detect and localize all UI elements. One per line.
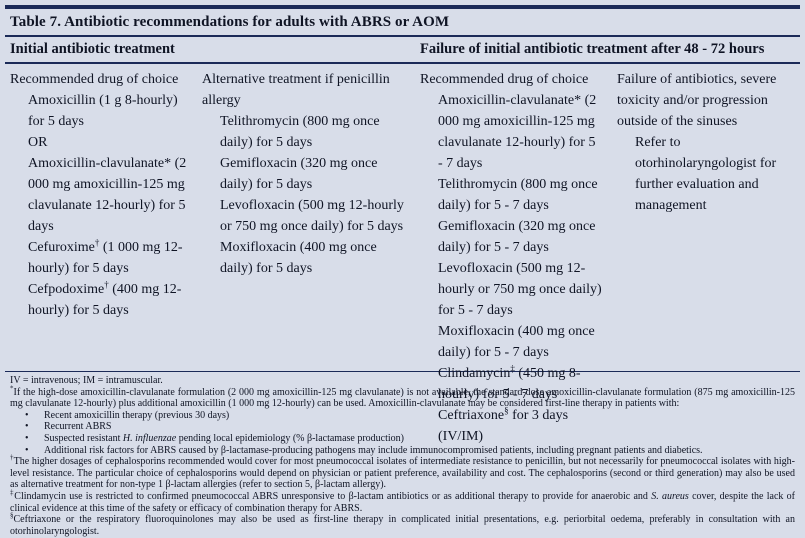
drug-item: Ceftriaxone§ for 3 days (IV/IM)	[438, 405, 569, 444]
drug-item: Moxifloxacin (400 mg once daily) for 5 d…	[220, 240, 377, 276]
footnote-bullet: • Additional risk factors for ABRS caused…	[25, 444, 703, 456]
title-divider	[5, 35, 800, 37]
drug-item: Gemifloxacin (320 mg once daily) for 5 d…	[220, 156, 378, 192]
column-header: Recommended drug of choice	[10, 72, 179, 87]
footnote-marker: *	[10, 384, 14, 393]
footnote-marker: §	[10, 511, 14, 520]
drug-item: OR	[28, 135, 48, 150]
footnote: *If the high-dose amoxicillin-clavulanat…	[10, 384, 795, 410]
table-top-border	[5, 5, 800, 9]
column-items: Refer to otorhinolaryngologist for furth…	[617, 132, 796, 216]
footnote: ‡Clindamycin use is restricted to confir…	[10, 488, 795, 514]
column-initial-recommended: Recommended drug of choice Amoxicillin (…	[5, 69, 197, 371]
section-header-initial-treatment: Initial antibiotic treatment	[10, 41, 175, 57]
drug-item: Levofloxacin (500 mg 12-hourly or 750 mg…	[220, 198, 404, 234]
footnote: §Ceftriaxone or the respiratory fluoroqu…	[10, 511, 795, 537]
drug-item: Cefuroxime† (1 000 mg 12-hourly) for 5 d…	[28, 237, 183, 276]
drug-item: Levofloxacin (500 mg 12-hourly or 750 mg…	[438, 261, 602, 318]
bullet-icon: •	[25, 444, 29, 456]
bullet-icon: •	[25, 432, 29, 444]
column-items: Amoxicillin (1 g 8-hourly) for 5 days OR A…	[10, 90, 187, 321]
footnotes: IV = intravenous; IM = intramuscular. *If…	[5, 372, 800, 537]
drug-item: Gemifloxacin (320 mg once daily) for 5 -…	[438, 219, 596, 255]
column-header: Recommended drug of choice	[420, 72, 589, 87]
column-items: Telithromycin (800 mg once daily) for 5 …	[202, 111, 405, 279]
footnote: IV = intravenous; IM = intramuscular.	[10, 375, 163, 386]
bullet-icon: •	[25, 421, 29, 433]
footnote-bullet: • Recent amoxicillin therapy (previous 30…	[25, 409, 230, 421]
drug-item: Moxifloxacin (400 mg once daily) for 5 -…	[438, 324, 595, 360]
footnote: †The higher dosages of cephalosporins re…	[10, 453, 795, 491]
table-title: Table 7. Antibiotic recommendations for …	[10, 14, 450, 30]
section-header-row: Initial antibiotic treatment Failure of …	[5, 37, 800, 62]
drug-item: Amoxicillin-clavulanate* (2 000 mg amoxi…	[438, 93, 597, 171]
footnote-bullet: • Recurrent ABRS	[25, 421, 112, 433]
drug-item: Telithromycin (800 mg once daily) for 5 …	[438, 177, 598, 213]
column-failure-antibiotics: Failure of antibiotics, severe toxicity …	[612, 69, 800, 371]
section-header-failure-treatment: Failure of initial antibiotic treatment …	[420, 41, 765, 57]
footnote-divider	[5, 371, 800, 372]
drug-item: Cefpodoxime† (400 mg 12-hourly) for 5 da…	[28, 279, 182, 318]
footnote-marker: ‡	[10, 488, 15, 497]
drug-item: Telithromycin (800 mg once daily) for 5 …	[220, 114, 380, 150]
drug-item: Clindamycin‡ (450 mg 8-hourly) for 5 - 7…	[438, 363, 581, 402]
footnote-marker: †	[10, 453, 14, 462]
footnote-bullet: • Suspected resistant H. influenzae pendi…	[25, 432, 404, 444]
drug-item: Refer to otorhinolaryngologist for furth…	[635, 135, 777, 213]
drug-item: Amoxicillin (1 g 8-hourly) for 5 days	[28, 93, 178, 129]
column-header: Alternative treatment if penicillin alle…	[202, 72, 390, 108]
column-failure-recommended: Recommended drug of choice Amoxicillin-c…	[415, 69, 612, 444]
column-initial-alternative: Alternative treatment if penicillin alle…	[197, 69, 415, 371]
column-items: Amoxicillin-clavulanate* (2 000 mg amoxi…	[420, 90, 602, 447]
bullet-icon: •	[25, 409, 29, 421]
column-header: Failure of antibiotics, severe toxicity …	[617, 72, 777, 129]
table-body: Recommended drug of choice Amoxicillin (…	[5, 64, 800, 444]
header-divider	[5, 62, 800, 64]
drug-item: Amoxicillin-clavulanate* (2 000 mg amoxi…	[28, 156, 187, 234]
